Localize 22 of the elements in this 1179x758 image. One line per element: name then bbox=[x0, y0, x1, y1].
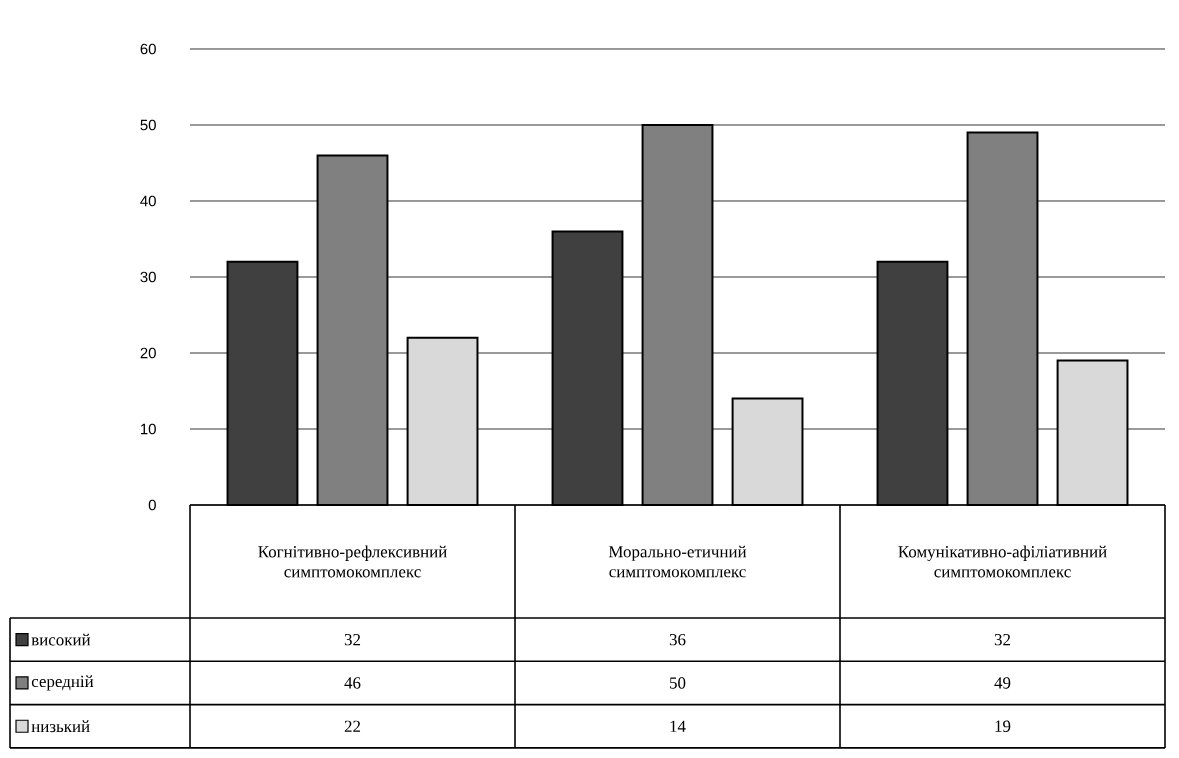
data-label: 46 bbox=[344, 677, 361, 689]
data-label: 36 bbox=[669, 633, 686, 646]
data-label: 49 bbox=[994, 677, 1011, 689]
legend-label: середній bbox=[31, 675, 94, 691]
y-tick-label: 30 bbox=[140, 271, 156, 283]
legend-label: високий bbox=[31, 633, 91, 646]
y-tick-label: 10 bbox=[141, 423, 156, 435]
data-label: 32 bbox=[344, 633, 361, 646]
y-tick-label: 60 bbox=[140, 43, 156, 55]
legend-label: низький bbox=[31, 720, 90, 733]
y-tick-label: 20 bbox=[140, 347, 156, 359]
y-tick-label: 0 bbox=[148, 499, 156, 511]
y-tick-label: 40 bbox=[140, 195, 156, 207]
data-label: 32 bbox=[994, 633, 1011, 646]
data-label: 22 bbox=[344, 720, 361, 732]
data-label: 14 bbox=[670, 720, 686, 732]
data-label: 50 bbox=[670, 677, 686, 689]
x-tick-label: Комунікативно-афіліативний симптомокомплекс bbox=[898, 545, 1107, 578]
y-tick-label: 50 bbox=[140, 119, 156, 131]
x-tick-label: Морально-етичний симптомокомплекс bbox=[608, 545, 747, 578]
x-tick-label: Когнітивно-рефлексивний симптомокомплекс bbox=[258, 545, 447, 578]
data-label: 19 bbox=[995, 720, 1011, 732]
